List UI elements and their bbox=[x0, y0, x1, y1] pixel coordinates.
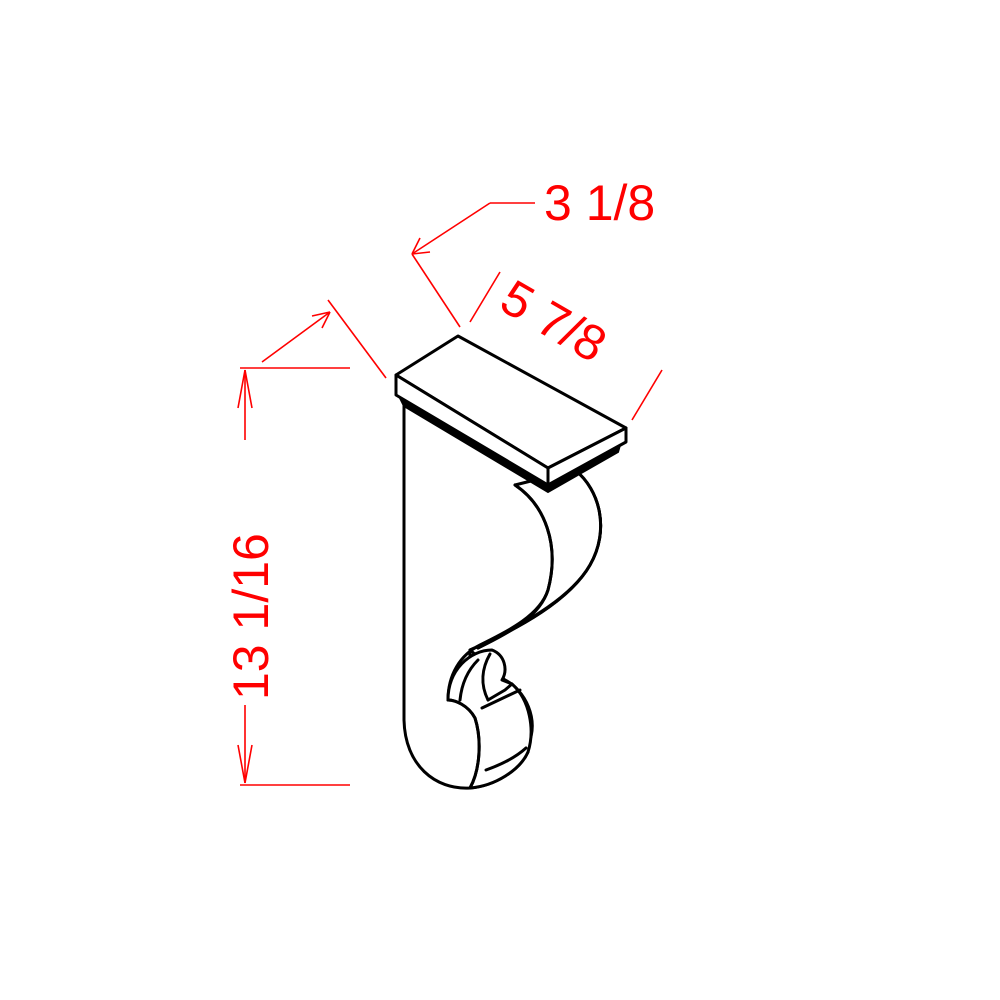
dimension-height-label: 13 1/16 bbox=[223, 533, 279, 700]
corbel-curl-rib-a bbox=[480, 688, 522, 710]
corbel-cap-side bbox=[546, 426, 628, 487]
dimension-width-ext-left bbox=[469, 271, 501, 323]
dimension-height-back-leader bbox=[261, 311, 331, 363]
dimension-height: 13 1/16 bbox=[223, 367, 350, 786]
dimension-width-ext-right bbox=[631, 369, 663, 421]
dimension-depth-label: 3 1/8 bbox=[544, 175, 655, 231]
dimension-depth-extension bbox=[411, 253, 461, 328]
corbel-back-curve bbox=[476, 468, 603, 650]
dimension-depth-arrowhead bbox=[411, 237, 431, 255]
corbel-curl-inner bbox=[446, 698, 481, 790]
dimension-depth-leader bbox=[411, 202, 491, 255]
dimension-height-arrow-top bbox=[237, 369, 253, 409]
dimension-height-back-arrowhead bbox=[311, 311, 331, 329]
dimension-depth: 3 1/8 bbox=[411, 175, 655, 328]
corbel-cap-shadow bbox=[397, 395, 622, 494]
dimension-height-back-ext bbox=[327, 299, 387, 379]
dimension-height-arrow-bottom bbox=[237, 744, 253, 784]
corbel-curl-groove-a bbox=[458, 658, 480, 702]
corbel-curl-rib-b bbox=[484, 746, 528, 772]
dimension-width-label: 5 7/8 bbox=[492, 269, 616, 373]
corbel-curl-groove-b bbox=[481, 652, 492, 702]
dimension-height-back bbox=[261, 299, 387, 379]
corbel-part bbox=[394, 334, 628, 790]
corbel-curl-groove-c bbox=[486, 682, 514, 702]
